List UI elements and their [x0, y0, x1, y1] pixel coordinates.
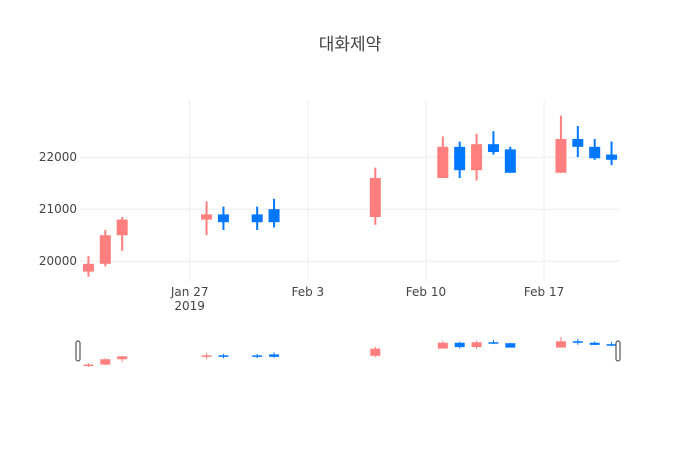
- x-tick-label: Feb 10: [406, 285, 446, 299]
- candle-decreasing: [251, 214, 263, 223]
- chart-title: 대화제약: [319, 35, 382, 55]
- candle-decreasing: [487, 144, 499, 152]
- range-slider-left-handle[interactable]: [75, 340, 81, 362]
- mini-candle-decreasing: [488, 342, 499, 344]
- x-tick-label: Feb 3: [291, 285, 324, 299]
- y-tick-label: 20000: [39, 254, 77, 268]
- mini-candle-increasing: [437, 342, 448, 349]
- mini-candle-increasing: [471, 342, 482, 348]
- candle-decreasing: [589, 146, 601, 159]
- range-slider-right-handle[interactable]: [615, 340, 621, 362]
- mini-candle-increasing: [117, 356, 128, 360]
- mini-candle-decreasing: [218, 355, 229, 357]
- x-tick-label: Feb 17: [524, 285, 564, 299]
- candle-increasing: [82, 263, 94, 272]
- y-tick-label: 21000: [39, 202, 77, 216]
- candle-decreasing: [504, 149, 516, 173]
- mini-candle-decreasing: [589, 342, 600, 345]
- candle-increasing: [116, 219, 128, 236]
- candle-increasing: [369, 178, 381, 217]
- y-tick-label: 22000: [39, 150, 77, 164]
- candle-decreasing: [572, 139, 584, 147]
- candle-increasing: [201, 214, 213, 220]
- mini-candle-increasing: [370, 348, 381, 356]
- candle-decreasing: [454, 146, 466, 171]
- mini-candle-increasing: [201, 355, 212, 357]
- mini-candle-increasing: [83, 364, 94, 367]
- candle-increasing: [555, 139, 567, 173]
- mini-candle-decreasing: [505, 343, 516, 348]
- candle-increasing: [99, 235, 111, 264]
- mini-candle-decreasing: [606, 344, 617, 346]
- candle-decreasing: [606, 154, 618, 160]
- mini-candle-increasing: [555, 341, 566, 348]
- candle-decreasing: [268, 209, 280, 223]
- range-slider[interactable]: [75, 330, 621, 372]
- mini-candle-decreasing: [454, 342, 465, 348]
- candle-decreasing: [217, 214, 229, 223]
- grid-layer: [80, 100, 620, 282]
- mini-candle-decreasing: [252, 355, 263, 357]
- x-tick-label: Jan 27: [170, 285, 209, 299]
- candle-increasing: [471, 144, 483, 171]
- x-tick-sublabel: 2019: [174, 299, 205, 313]
- mini-candle-decreasing: [572, 341, 583, 343]
- mini-candle-decreasing: [269, 354, 280, 357]
- candle-layer: [82, 115, 618, 277]
- candle-increasing: [437, 146, 449, 178]
- mini-candle-increasing: [100, 359, 111, 365]
- range-slider-background: [80, 330, 620, 372]
